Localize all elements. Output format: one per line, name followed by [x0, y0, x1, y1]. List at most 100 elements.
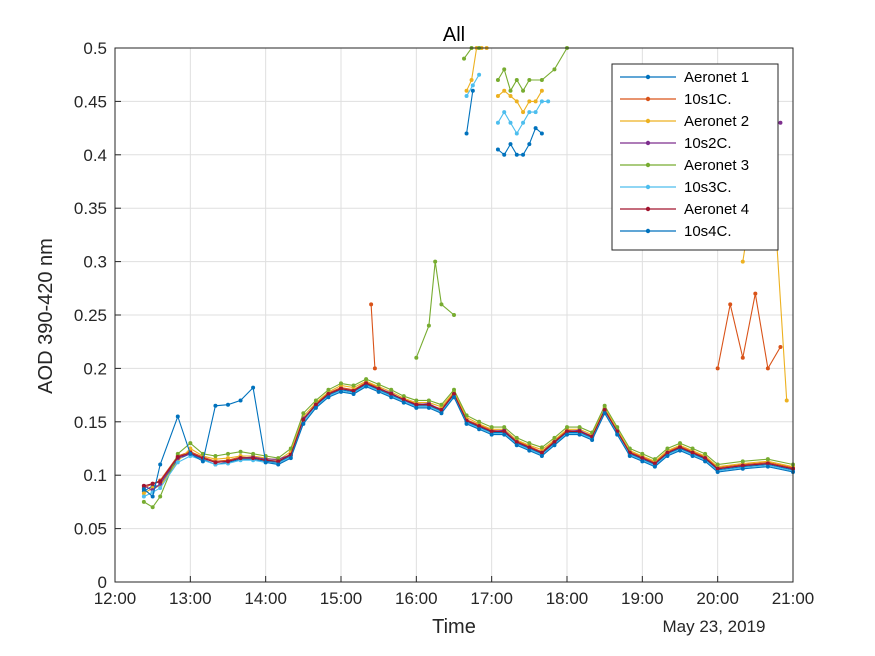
data-point — [158, 486, 163, 491]
data-point — [514, 435, 519, 440]
outlier-point — [452, 313, 456, 317]
data-point — [715, 469, 720, 474]
data-point — [615, 425, 620, 430]
outlier-point — [527, 99, 532, 104]
data-point — [652, 457, 657, 462]
outlier-point — [539, 99, 544, 104]
outlier-point — [740, 259, 745, 264]
data-point — [175, 455, 180, 460]
outlier-trace — [369, 302, 377, 371]
data-point — [141, 483, 146, 488]
data-point — [141, 494, 146, 499]
data-point — [552, 440, 557, 445]
data-point — [703, 459, 708, 464]
y-tick-label: 0.4 — [83, 146, 107, 165]
outlier-point — [784, 398, 789, 403]
outlier-point — [514, 131, 519, 136]
data-point — [477, 427, 482, 432]
outlier-point — [477, 72, 482, 77]
outlier-point — [533, 99, 538, 104]
data-point — [539, 450, 544, 455]
data-point — [401, 397, 406, 402]
legend-item: Aeronet 1 — [620, 69, 749, 86]
data-point — [539, 445, 544, 450]
data-point — [640, 451, 645, 456]
axes-box — [114, 47, 794, 583]
data-point — [401, 400, 406, 405]
data-point — [313, 398, 318, 403]
data-point — [301, 421, 306, 426]
outlier-point — [521, 110, 526, 115]
legend-swatch-marker — [645, 140, 651, 146]
data-point — [376, 389, 381, 394]
outlier-point — [414, 355, 419, 360]
data-point — [765, 461, 770, 466]
data-point — [213, 403, 218, 408]
outlier-point — [470, 88, 475, 93]
data-point — [590, 437, 595, 442]
data-point — [263, 460, 268, 465]
data-point — [158, 494, 163, 499]
outlier-point — [527, 142, 532, 147]
outlier-trace — [715, 291, 783, 371]
outlier-point — [740, 355, 745, 360]
outlier-point — [464, 131, 469, 136]
data-point — [640, 459, 645, 464]
outlier-point — [715, 366, 720, 371]
outlier-point — [495, 147, 500, 152]
data-point — [226, 459, 230, 464]
outlier-point — [514, 99, 519, 104]
data-point — [364, 384, 369, 389]
data-point — [276, 459, 281, 464]
data-point — [175, 460, 180, 465]
outlier-point — [369, 302, 374, 307]
outlier-point — [728, 302, 733, 307]
outlier-point — [508, 88, 513, 93]
data-point — [226, 456, 230, 461]
data-point — [426, 405, 431, 410]
outlier-point — [765, 366, 770, 371]
y-tick-label: 0.45 — [74, 92, 107, 111]
outlier-line — [370, 304, 376, 369]
data-point — [439, 411, 444, 416]
data-point — [464, 421, 469, 426]
data-point — [690, 450, 695, 455]
x-axis-label: Time — [432, 616, 476, 638]
data-point — [765, 457, 770, 462]
outlier-point — [508, 120, 513, 125]
series-10s4c- — [141, 384, 795, 499]
data-point — [565, 429, 569, 434]
data-point — [715, 466, 720, 471]
data-point — [389, 395, 394, 400]
outlier-point — [495, 94, 500, 99]
x-tick-label: 17:00 — [470, 589, 513, 608]
data-point — [552, 443, 557, 448]
legend-label: 10s4C. — [684, 223, 732, 240]
data-point — [339, 389, 343, 394]
data-point — [141, 491, 146, 496]
data-point — [226, 402, 230, 407]
data-point — [765, 464, 770, 469]
data-point — [577, 432, 582, 437]
x-tick-label: 13:00 — [169, 589, 212, 608]
series-line — [143, 382, 794, 487]
outlier-point — [464, 94, 469, 99]
outlier-point — [495, 120, 500, 125]
outlier-line — [466, 90, 474, 134]
data-point — [439, 402, 444, 407]
outlier-point — [778, 120, 783, 125]
data-point — [652, 464, 657, 469]
x-tick-label: 20:00 — [696, 589, 739, 608]
data-point — [401, 394, 406, 399]
data-point — [326, 395, 331, 400]
data-point — [627, 446, 632, 451]
x-tick-label: 14:00 — [244, 589, 287, 608]
data-point — [514, 443, 519, 448]
data-point — [602, 403, 607, 408]
outlier-point — [753, 291, 758, 296]
legend-item: 10s4C. — [620, 223, 732, 240]
data-point — [703, 456, 708, 461]
outlier-point — [546, 99, 551, 104]
data-point — [678, 448, 682, 453]
data-point — [301, 411, 306, 416]
